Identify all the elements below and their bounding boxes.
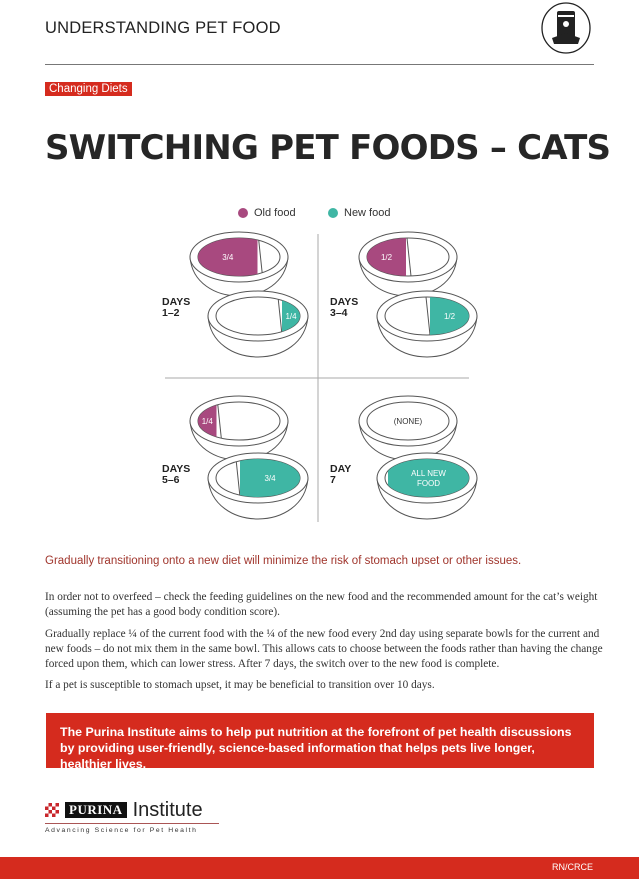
food-portion: [388, 459, 469, 497]
header-title: UNDERSTANDING PET FOOD: [45, 19, 281, 37]
portion-label: ALL NEW: [411, 469, 446, 478]
portion-label: 1/4: [285, 312, 297, 321]
header-divider: [45, 64, 594, 65]
logo-divider: [45, 823, 219, 824]
new-food-bowl: 1/4: [207, 290, 309, 358]
page-title: SWITCHING PET FOODS – CATS: [45, 128, 611, 168]
lead-text: Gradually transitioning onto a new diet …: [45, 555, 522, 567]
legend-label: New food: [344, 207, 391, 219]
footer-bar: RN/CRCE: [0, 857, 639, 879]
bowl-divider: [235, 459, 241, 497]
old-food-bowl: 1/4: [189, 395, 289, 461]
new-food-swatch: [328, 208, 338, 218]
portion-label: FOOD: [417, 479, 440, 488]
legend-old: Old food: [238, 207, 296, 219]
day-label: DAY 7: [330, 463, 352, 486]
bowl-inner: [366, 401, 450, 441]
document-code: RN/CRCE: [551, 862, 593, 872]
checkerboard-logo-icon: [45, 803, 59, 817]
category-tag: Changing Diets: [45, 82, 132, 96]
bowl-divider: [258, 238, 263, 276]
pet-food-bag-icon: [541, 2, 591, 54]
portion-label: 1/2: [444, 312, 456, 321]
portion-label: 1/4: [202, 417, 214, 426]
bowl-divider: [277, 297, 283, 335]
mission-banner: The Purina Institute aims to help put nu…: [46, 713, 594, 771]
paragraph: In order not to overfeed – check the fee…: [45, 591, 598, 619]
purina-institute-logo: PURINA Institute Advancing Science for P…: [45, 800, 219, 834]
logo-brand: PURINA: [65, 802, 127, 818]
old-food-bowl: (NONE): [358, 395, 458, 461]
portion-label: (NONE): [394, 417, 423, 426]
portion-label: 3/4: [222, 253, 234, 262]
old-food-bowl: 3/4: [189, 231, 289, 297]
bowl-divider: [425, 297, 431, 335]
logo-tagline: Advancing Science for Pet Health: [45, 827, 198, 834]
day-label: DAYS 1–2: [162, 296, 191, 319]
bowl-divider: [406, 238, 412, 276]
new-food-bowl: 3/4: [207, 452, 309, 520]
bowl-divider: [217, 402, 222, 440]
legend-new: New food: [328, 207, 390, 219]
paragraph: If a pet is susceptible to stomach upset…: [45, 679, 435, 691]
old-food-swatch: [238, 208, 248, 218]
paragraph: Gradually replace ¼ of the current food …: [45, 628, 603, 671]
day-label: DAYS 3–4: [330, 296, 359, 319]
portion-label: 3/4: [264, 474, 276, 483]
old-food-bowl: 1/2: [358, 231, 458, 297]
portion-label: 1/2: [381, 253, 393, 262]
day-label: DAYS 5–6: [162, 463, 191, 486]
legend-label: Old food: [254, 207, 296, 219]
logo-name: Institute: [132, 799, 203, 821]
new-food-bowl: 1/2: [376, 290, 478, 358]
